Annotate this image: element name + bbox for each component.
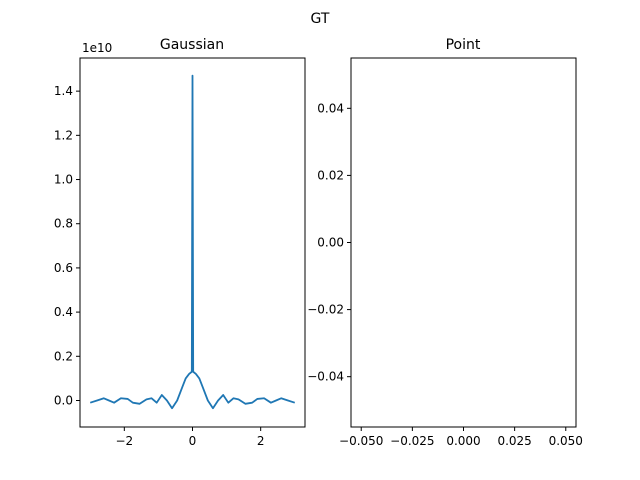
point-subplot: Point −0.050 −0.025 0.000 0.025 0.050−0.04−0… [307,37,583,448]
gaussian-series-layer [89,74,296,410]
gaussian-y-tick-label: 0.4 [54,305,73,319]
gaussian-title: Gaussian [160,37,224,53]
point-ticks: −0.050 −0.025 0.000 0.025 0.050 −0.04 −0.02 0.0… [307,101,583,448]
point-y-tick-label: −0.04 [307,370,344,384]
point-y-tick-label: −0.02 [307,303,344,317]
gaussian-ticks: −2 0 2 0.0 0.2 0.4 0.6 0.8 1.0 1.2 1.4 [54,84,265,448]
point-y-tick-label: 0.02 [317,168,344,182]
gaussian-y-tick-label: 1.0 [54,173,73,187]
point-x-tick-label: −0.050 [339,434,383,448]
gaussian-subplot: Gaussian 1e10 −2 0 2 0.0 0.2 0.4 0.6 0.8 1.0 1.2 1… [54,37,306,448]
point-y-tick-label: 0.04 [317,101,344,115]
gaussian-x-tick-label: 2 [257,434,265,448]
point-y-tick-label: 0.00 [317,236,344,250]
gaussian-series-line [89,74,296,410]
gaussian-y-tick-label: 0.0 [54,393,73,407]
gaussian-y-offset-label: 1e10 [82,41,112,55]
gaussian-y-tick-label: 0.6 [54,261,73,275]
gaussian-y-tick-label: 1.4 [54,84,73,98]
gaussian-y-tick-label: 0.2 [54,349,73,363]
point-x-tick-label: −0.025 [390,434,434,448]
point-axes-frame [350,57,577,428]
point-x-tick-label: 0.000 [446,434,480,448]
gaussian-x-tick-label: −2 [115,434,133,448]
point-x-tick-label: 0.025 [497,434,531,448]
gaussian-axes-frame [79,57,306,428]
gaussian-x-tick-label: 0 [189,434,197,448]
gaussian-y-tick-label: 0.8 [54,217,73,231]
figure-suptitle: GT [311,11,330,27]
point-title: Point [446,37,481,53]
gaussian-y-tick-label: 1.2 [54,128,73,142]
point-x-tick-label: 0.050 [549,434,583,448]
